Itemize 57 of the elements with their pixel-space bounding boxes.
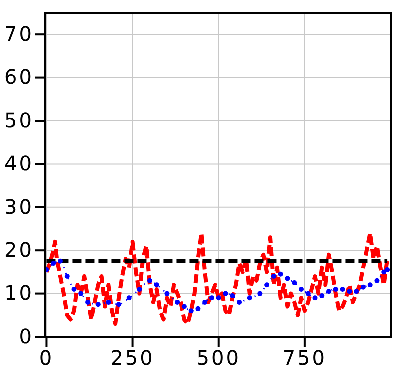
point: [223, 291, 228, 296]
point: [264, 282, 270, 288]
point: [148, 278, 153, 284]
y-tick-label: 70: [4, 22, 34, 46]
point: [196, 306, 201, 312]
point: [368, 282, 373, 288]
point: [271, 274, 276, 280]
point: [126, 296, 132, 301]
point: [298, 286, 304, 292]
y-tick-label: 10: [4, 281, 34, 306]
point: [182, 304, 187, 310]
point: [333, 286, 338, 292]
point: [137, 286, 142, 292]
point: [51, 261, 56, 266]
y-tick-label: 20: [4, 238, 34, 262]
point: [209, 296, 214, 301]
point: [175, 300, 180, 305]
point: [247, 296, 252, 301]
y-tick-label: 40: [4, 152, 34, 176]
point: [106, 300, 112, 305]
point: [326, 289, 332, 294]
point: [258, 291, 263, 296]
y-tick-label: 30: [4, 194, 34, 219]
point: [320, 293, 325, 298]
point: [116, 302, 122, 308]
y-tick-label: 0: [19, 324, 34, 348]
x-tick-label: 0: [39, 346, 54, 370]
point: [306, 291, 311, 296]
point: [374, 278, 380, 284]
point: [72, 286, 77, 292]
point: [347, 289, 352, 294]
point: [86, 300, 91, 305]
point: [237, 300, 242, 305]
point: [354, 289, 360, 294]
point: [360, 284, 366, 290]
point: [312, 296, 318, 301]
x-tick-label: 500: [196, 346, 241, 370]
point: [202, 300, 208, 305]
point: [285, 276, 290, 282]
point: [164, 291, 170, 296]
point: [278, 272, 284, 277]
point: [188, 308, 194, 314]
point: [230, 293, 236, 298]
y-tick-label: 50: [4, 108, 34, 132]
point: [64, 274, 70, 280]
x-tick-label: 750: [282, 346, 328, 370]
x-tick-label: 250: [110, 346, 155, 370]
point: [216, 296, 222, 301]
point: [340, 286, 346, 292]
point: [292, 280, 298, 286]
point: [385, 268, 390, 273]
point: [58, 258, 63, 264]
point: [154, 282, 160, 288]
line-series: [44, 231, 390, 326]
point: [96, 302, 101, 308]
point: [78, 291, 84, 296]
y-tick-label: 60: [4, 65, 34, 90]
